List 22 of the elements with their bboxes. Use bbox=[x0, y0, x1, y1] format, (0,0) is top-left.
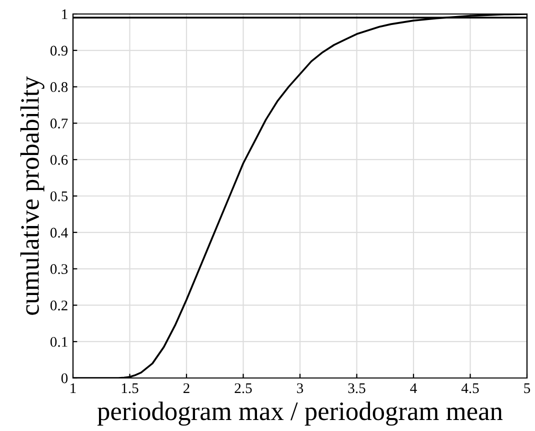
y-tick-label: 0.1 bbox=[50, 336, 68, 347]
x-tick-label: 1 bbox=[70, 383, 76, 393]
x-tick-label: 5 bbox=[524, 383, 530, 394]
y-tick-label: 0.6 bbox=[50, 154, 68, 165]
y-axis-title: cumulative probability bbox=[20, 76, 44, 315]
y-tick-label: 0.4 bbox=[50, 228, 68, 238]
y-tick-label: 0.7 bbox=[50, 118, 68, 128]
x-axis-title: periodogram max / periodogram mean bbox=[97, 402, 503, 426]
y-tick-label: 0.3 bbox=[50, 264, 68, 274]
y-tick-label: 0.9 bbox=[50, 46, 68, 56]
x-tick-label: 2.5 bbox=[234, 383, 252, 394]
x-tick-label: 4 bbox=[410, 383, 417, 393]
x-tick-label: 1.5 bbox=[122, 383, 138, 394]
x-tick-label: 3 bbox=[297, 383, 304, 394]
y-tick-label: 0.2 bbox=[50, 300, 68, 310]
x-tick-label: 3.5 bbox=[348, 383, 366, 394]
x-tick-label: 2 bbox=[183, 383, 190, 393]
y-tick-label: 0.5 bbox=[50, 191, 68, 202]
y-tick-label: 1 bbox=[62, 9, 68, 20]
x-tick-label: 4.5 bbox=[461, 383, 479, 394]
y-tick-label: 0.8 bbox=[50, 82, 68, 92]
y-tick-label: 0 bbox=[61, 373, 68, 384]
